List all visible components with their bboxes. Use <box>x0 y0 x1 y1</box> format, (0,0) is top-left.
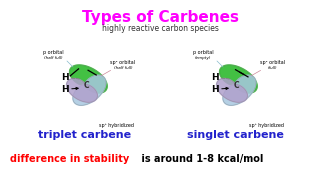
Polygon shape <box>73 75 106 105</box>
Text: C: C <box>233 80 239 89</box>
Text: sp³ hybridized: sp³ hybridized <box>249 123 284 128</box>
Text: H: H <box>61 73 69 82</box>
Text: (full): (full) <box>268 66 278 70</box>
Text: singlet carbene: singlet carbene <box>187 130 284 140</box>
Text: H: H <box>61 84 69 93</box>
Text: is around 1-8 kcal/mol: is around 1-8 kcal/mol <box>138 154 263 164</box>
Polygon shape <box>217 78 247 102</box>
Text: difference in stability: difference in stability <box>10 154 129 164</box>
Text: p orbital: p orbital <box>193 50 213 55</box>
Text: (half full): (half full) <box>44 56 62 60</box>
Text: Types of Carbenes: Types of Carbenes <box>82 10 238 25</box>
Text: sp² orbital: sp² orbital <box>110 60 136 65</box>
Text: sp³ hybridized: sp³ hybridized <box>99 123 134 128</box>
Polygon shape <box>67 78 97 102</box>
Polygon shape <box>220 65 257 93</box>
Text: H: H <box>211 73 219 82</box>
Polygon shape <box>223 75 256 105</box>
Text: (half full): (half full) <box>114 66 132 70</box>
Text: triplet carbene: triplet carbene <box>38 130 132 140</box>
Text: H: H <box>211 84 219 93</box>
Text: (empty): (empty) <box>195 56 211 60</box>
Text: p orbital: p orbital <box>43 50 63 55</box>
Text: sp² orbital: sp² orbital <box>260 60 285 65</box>
Text: C: C <box>83 80 89 89</box>
Polygon shape <box>69 65 107 93</box>
Text: highly reactive carbon species: highly reactive carbon species <box>101 24 219 33</box>
